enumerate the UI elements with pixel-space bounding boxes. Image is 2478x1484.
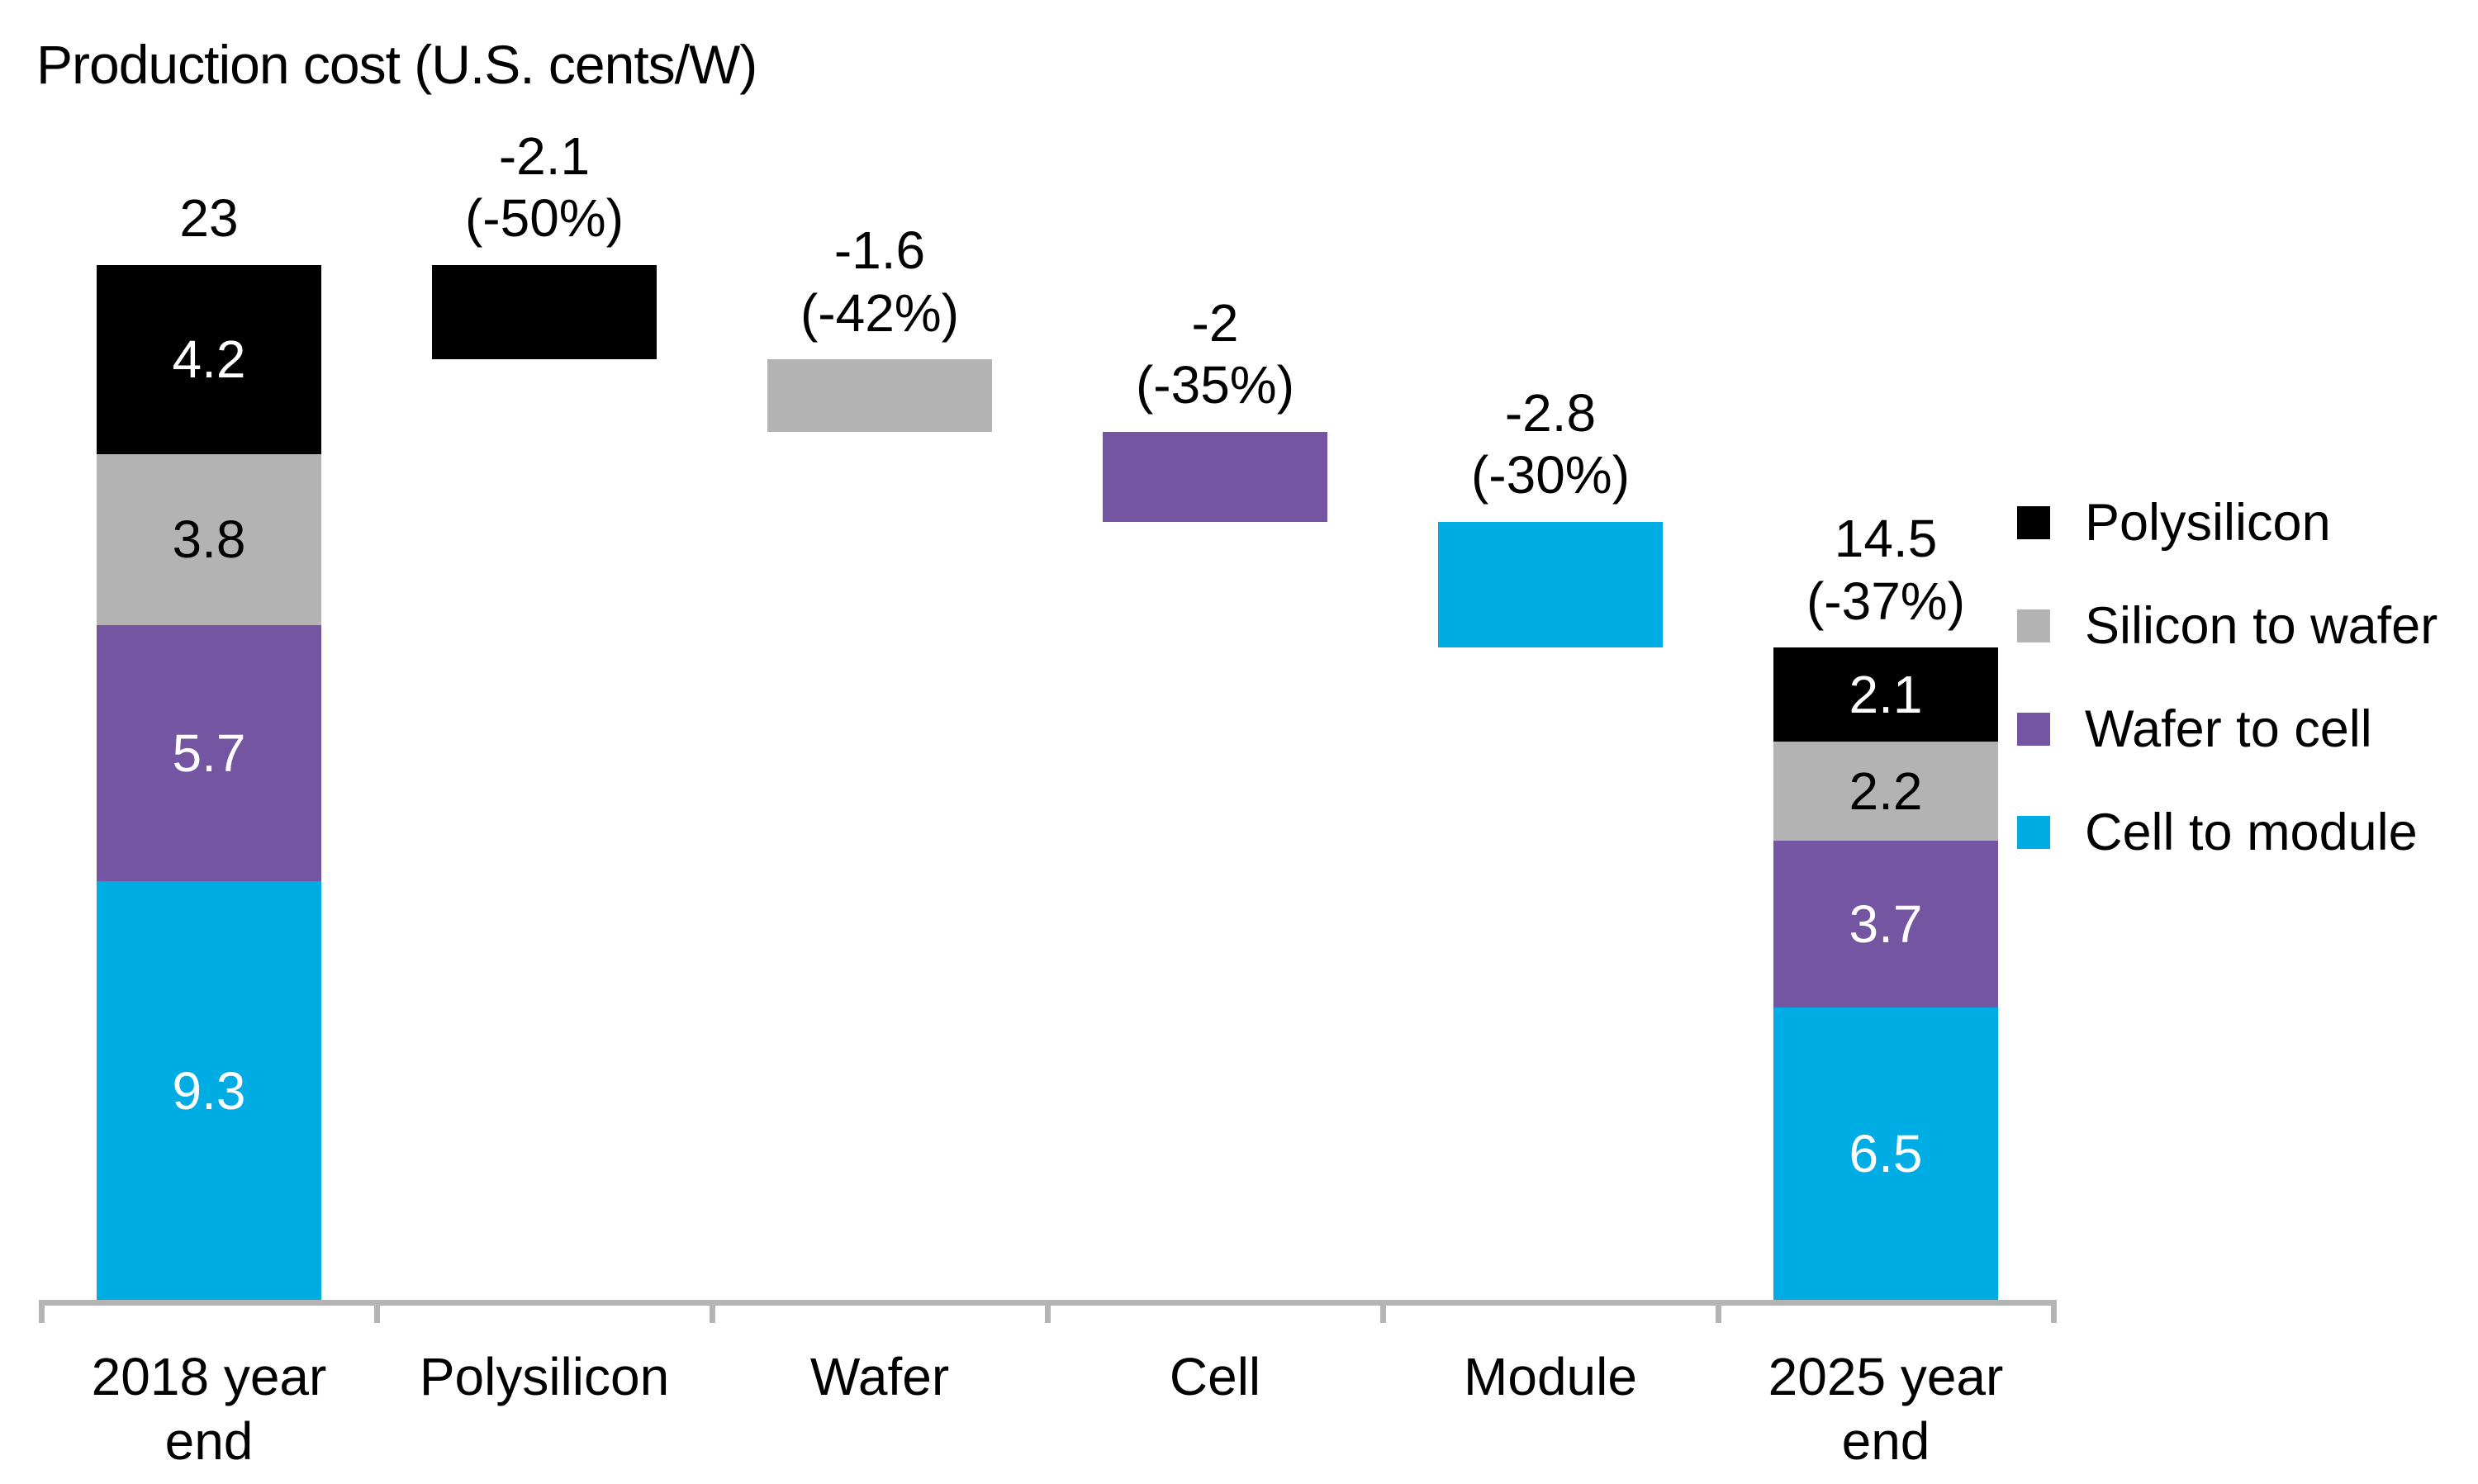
legend-item-wafer-to-cell: Wafer to cell [2017,700,2438,758]
bar-segment-wafer-to-cell: 3.7 [1773,841,1999,1008]
segment-value-label: 4.2 [172,330,246,390]
delta-value-label: -1.6 (-42%) [800,220,960,343]
segment-value-label: 2.1 [1849,665,1923,725]
legend-item-polysilicon: Polysilicon [2017,494,2438,552]
x-axis-label: 2025 year end [1768,1347,2004,1472]
axis-tick [710,1300,715,1323]
segment-value-label: 6.5 [1849,1123,1923,1183]
legend-label: Silicon to wafer [2085,597,2438,655]
legend-item-cell-to-module: Cell to module [2017,804,2438,861]
delta-bar-module [1437,521,1664,648]
bar-segment-cell-to-module: 9.3 [96,881,322,1300]
bar-segment-polysilicon: 2.1 [1773,647,1999,742]
delta-value-label: -2 (-35%) [1135,292,1295,415]
chart-title: Production cost (U.S. cents/W) [36,34,757,95]
segment-value-label: 9.3 [172,1060,246,1121]
x-axis-label: Polysilicon [419,1347,670,1406]
x-axis-label: Module [1464,1347,1637,1406]
segment-value-label: 3.7 [1849,894,1923,955]
legend-swatch [2017,609,2050,642]
legend-swatch [2017,713,2050,746]
x-axis-label: Wafer [809,1347,950,1406]
legend-item-silicon-to-wafer: Silicon to wafer [2017,597,2438,655]
axis-tick [1045,1300,1051,1323]
bar-segment-wafer-to-cell: 5.7 [96,624,322,882]
axis-tick [39,1300,45,1323]
axis-tick [1716,1300,1721,1323]
bar-segment-silicon-to-wafer: 3.8 [96,453,322,625]
bar-total-label: 14.5 (-37%) [1806,509,1966,631]
delta-bar-cell [1102,431,1328,522]
bar-segment-silicon-to-wafer: 2.2 [1773,742,1999,842]
axis-tick [2051,1300,2057,1323]
delta-value-label: -2.8 (-30%) [1470,382,1631,505]
x-axis-label: 2018 year end [91,1347,327,1472]
legend: Polysilicon Silicon to wafer Wafer to cell… [2017,494,2438,908]
x-axis-label: Cell [1169,1347,1261,1406]
delta-value-label: -2.1 (-50%) [464,126,624,249]
legend-swatch [2017,506,2050,539]
bar-total-label: 23 [179,188,239,249]
bar-segment-polysilicon: 4.2 [96,265,322,454]
delta-bar-wafer [767,359,993,432]
segment-value-label: 5.7 [172,723,246,784]
axis-tick [1380,1300,1386,1323]
legend-label: Polysilicon [2085,494,2331,552]
segment-value-label: 3.8 [172,510,246,570]
legend-swatch [2017,816,2050,849]
axis-tick [374,1300,380,1323]
legend-label: Cell to module [2085,804,2418,861]
bar-segment-cell-to-module: 6.5 [1773,1007,1999,1300]
legend-label: Wafer to cell [2085,700,2372,758]
segment-value-label: 2.2 [1849,761,1923,822]
delta-bar-polysilicon [431,265,657,360]
